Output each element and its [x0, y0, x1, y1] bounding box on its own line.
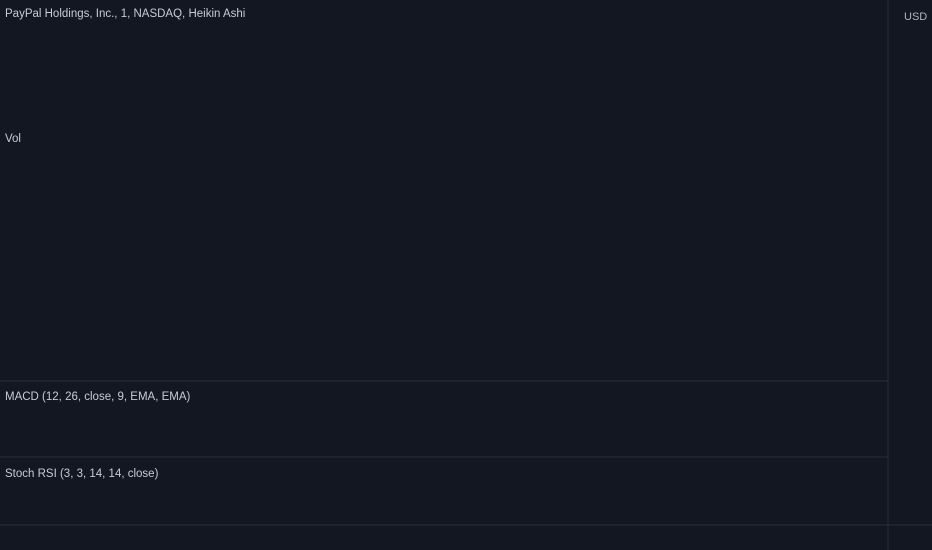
volume-label: Vol: [5, 133, 21, 145]
chart-title: PayPal Holdings, Inc., 1, NASDAQ, Heikin…: [5, 8, 245, 20]
currency: USD: [904, 11, 927, 23]
macd-title: MACD (12, 26, close, 9, EMA, EMA): [5, 391, 191, 403]
stoch-title: Stoch RSI (3, 3, 14, 14, close): [5, 468, 159, 480]
labels: PayPal Holdings, Inc., 1, NASDAQ, Heikin…: [5, 8, 927, 480]
